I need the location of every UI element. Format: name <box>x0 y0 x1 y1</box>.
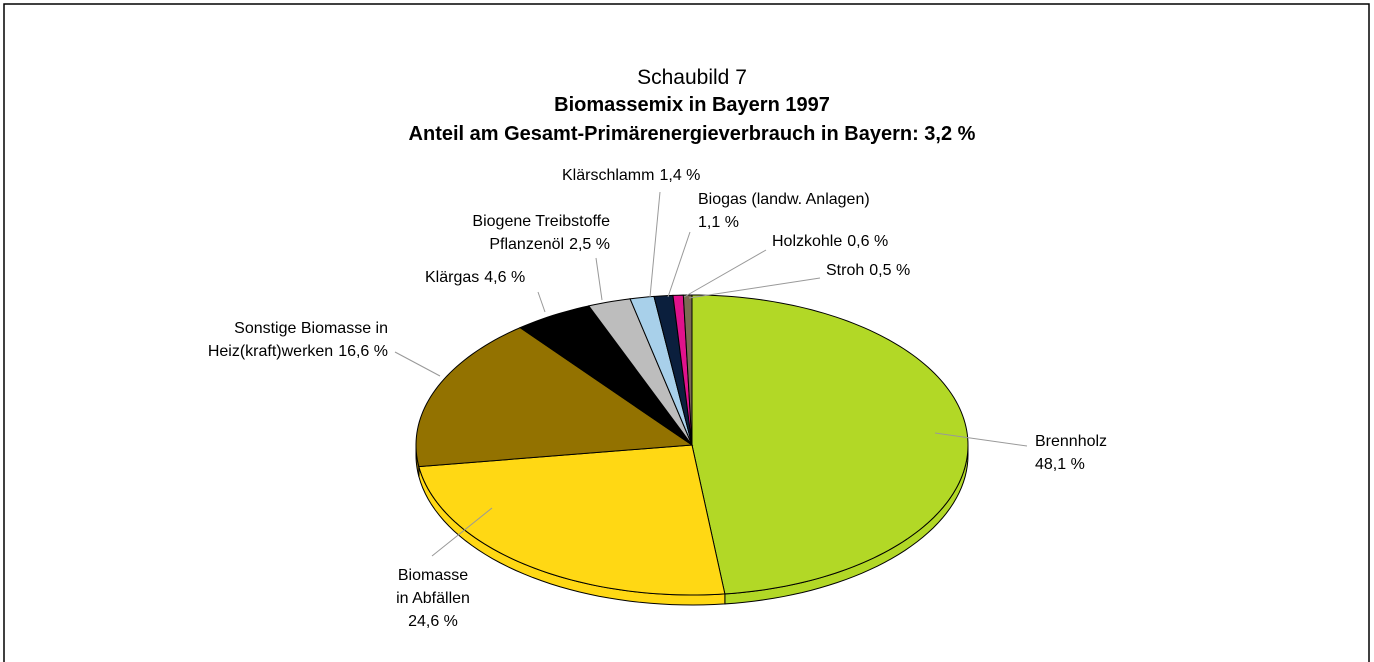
leader-line <box>431 507 493 557</box>
value-label: 1,4 % <box>659 167 700 184</box>
leader-line <box>683 249 767 298</box>
value-label: 0,6 % <box>847 233 888 250</box>
pie-slice <box>418 444 726 596</box>
leader-line <box>649 191 661 298</box>
leader-line <box>934 432 1028 447</box>
leader-line <box>667 231 691 298</box>
slice-label: Biogene Treibstoffe Pflanzenöl <box>472 213 610 253</box>
value-label: 16,6 % <box>338 343 388 360</box>
slice-label: Holzkohle <box>772 233 842 250</box>
value-label: 0,5 % <box>869 262 910 279</box>
slice-label: Biomasse in Abfällen <box>396 567 470 607</box>
leader-line <box>537 291 546 313</box>
slice-label: Klärgas <box>425 269 479 286</box>
slice-label: Klärschlamm <box>562 167 654 184</box>
pie-slice <box>691 294 969 595</box>
frame <box>3 3 1370 662</box>
value-label: 48,1 % <box>1035 456 1085 473</box>
leader-line <box>595 257 603 301</box>
chart-title: Schaubild 7 <box>637 66 747 89</box>
leader-line <box>394 351 441 377</box>
value-label: 4,6 % <box>484 269 525 286</box>
value-label: 24,6 % <box>408 613 458 630</box>
slice-label: Stroh <box>826 262 864 279</box>
pie-slice <box>519 305 693 446</box>
chart-subtitle: Biomassemix in Bayern 1997 <box>554 94 830 116</box>
pie-slice <box>587 298 693 446</box>
value-label: 2,5 % <box>569 236 610 253</box>
slice-label: Brennholz <box>1035 433 1107 450</box>
slice-label: Sonstige Biomasse in Heiz(kraft)werken <box>208 320 388 360</box>
value-label: 1,1 % <box>698 214 739 231</box>
leader-line <box>688 277 821 299</box>
pie-slice <box>415 327 694 468</box>
slice-label: Biogas (landw. Anlagen) <box>698 191 870 208</box>
chart-subtitle: Anteil am Gesamt-Primärenergieverbrauch … <box>409 123 976 145</box>
